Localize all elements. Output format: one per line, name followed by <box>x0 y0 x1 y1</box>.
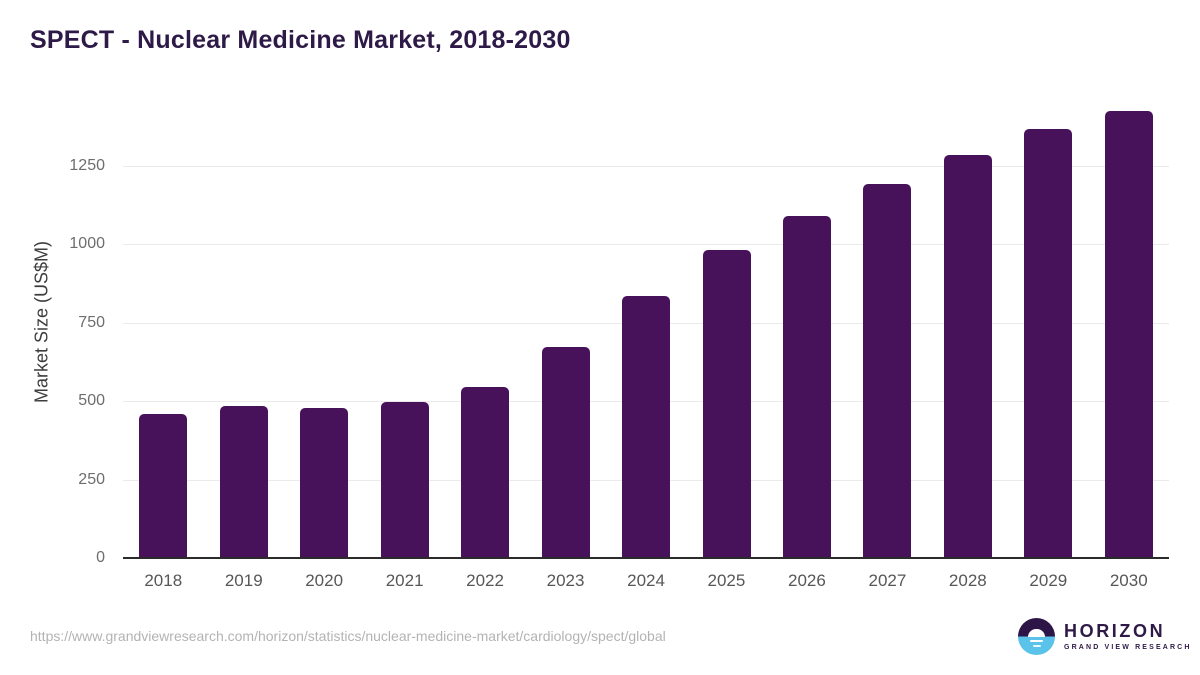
x-tick-label-2019: 2019 <box>224 571 263 590</box>
bar-2022 <box>461 387 510 558</box>
x-tick-label-2024: 2024 <box>627 571 665 590</box>
gridline-1000 <box>123 244 1169 246</box>
x-tick-label-2027: 2027 <box>868 571 907 590</box>
logo-subtitle: GRAND VIEW RESEARCH <box>1064 644 1192 651</box>
x-tick-label-2026: 2026 <box>788 571 826 590</box>
x-tick-label-2025: 2025 <box>707 571 746 590</box>
logo-text: HORIZON GRAND VIEW RESEARCH <box>1064 621 1192 652</box>
bar-2029 <box>1024 128 1073 558</box>
chart-title: SPECT - Nuclear Medicine Market, 2018-20… <box>30 26 571 54</box>
gridline-1250 <box>123 166 1169 167</box>
bar-2023 <box>541 346 590 558</box>
x-tick-label-2020: 2020 <box>305 571 344 590</box>
bar-2020 <box>300 407 349 558</box>
x-tick-label-2029: 2029 <box>1029 571 1068 590</box>
x-tick-label-2028: 2028 <box>948 571 987 590</box>
source-url: https://www.grandviewresearch.com/horizo… <box>30 628 666 644</box>
bar-2021 <box>380 402 429 558</box>
bar-2024 <box>622 295 670 558</box>
x-tick-label-2030: 2030 <box>1109 571 1148 590</box>
sun-reflection-line <box>1030 639 1043 642</box>
y-tick-label-0: 0 <box>96 549 105 566</box>
y-tick-label-250: 250 <box>78 470 105 488</box>
bar-2028 <box>943 155 992 558</box>
horizon-sun-icon <box>1018 618 1055 655</box>
y-tick-label-500: 500 <box>78 392 105 410</box>
y-tick-label-750: 750 <box>78 313 105 331</box>
horizon-logo: HORIZON GRAND VIEW RESEARCH <box>1018 618 1192 655</box>
logo-name: HORIZON <box>1064 621 1166 641</box>
bar-2018 <box>139 413 188 558</box>
x-tick-label-2022: 2022 <box>466 571 504 590</box>
x-tick-label-2021: 2021 <box>385 571 424 590</box>
bar-2019 <box>219 405 268 558</box>
bar-2030 <box>1104 111 1153 558</box>
x-tick-label-2018: 2018 <box>144 571 183 590</box>
x-tick-label-2023: 2023 <box>546 571 585 590</box>
sun-reflection-line <box>1032 644 1041 647</box>
x-axis-line <box>123 557 1169 559</box>
bar-2025 <box>702 249 751 558</box>
sun-shape <box>1028 628 1045 637</box>
y-tick-label-1000: 1000 <box>69 235 105 253</box>
y-tick-label-1250: 1250 <box>69 157 105 174</box>
bar-2027 <box>863 183 912 558</box>
bar-2026 <box>782 215 831 558</box>
